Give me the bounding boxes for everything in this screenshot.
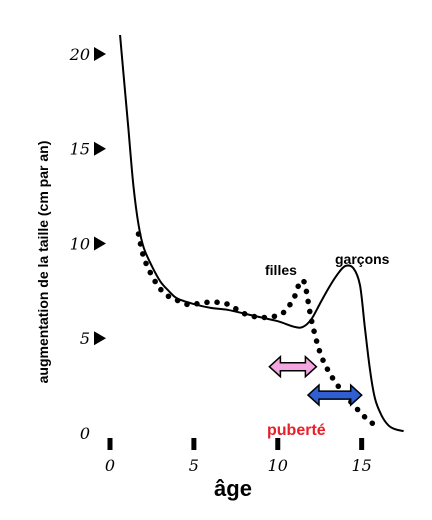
x-tick-label: 0 (105, 456, 115, 475)
x-tick-label: 15 (351, 456, 371, 475)
y-axis-label: augmentation de la taille (cm par an) (35, 141, 51, 384)
y-tick-marker (94, 331, 106, 346)
x-tick-label: 5 (189, 456, 199, 475)
annotation-garcons: garçons (335, 251, 390, 267)
x-tick-label: 10 (268, 456, 288, 475)
y-tick-label: 5 (80, 329, 90, 348)
annotation-filles: filles (265, 262, 297, 278)
x-axis: 0 5 10 15 (105, 438, 372, 475)
x-tick-mark (107, 438, 113, 450)
y-tick-label: 20 (69, 45, 90, 64)
y-tick-label: 10 (70, 234, 90, 253)
y-tick-marker (94, 46, 106, 61)
series-line-garcons (119, 35, 404, 433)
x-tick-mark (359, 438, 365, 450)
x-tick-mark (275, 438, 281, 450)
x-axis-label: âge (214, 476, 252, 501)
puberty-arrow-garcons (306, 383, 363, 407)
y-tick-marker (94, 141, 106, 156)
y-tick-marker (94, 236, 106, 251)
y-tick-label: 15 (70, 140, 90, 159)
puberty-arrow-filles (268, 355, 318, 379)
x-tick-mark (191, 438, 197, 450)
y-tick-label: 0 (80, 424, 90, 443)
annotation-puberte: puberté (267, 422, 326, 439)
y-axis: 0 5 10 15 20 (69, 45, 106, 443)
puberty-arrows (268, 355, 363, 407)
